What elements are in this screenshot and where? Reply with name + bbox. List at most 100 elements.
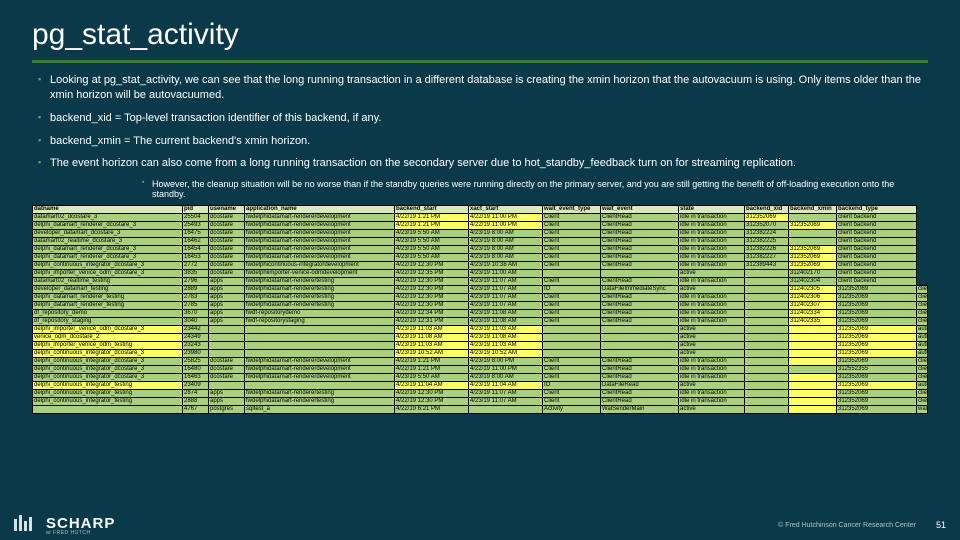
table-cell: 312402307	[789, 302, 837, 310]
table-cell: 16475	[183, 230, 209, 238]
column-header: wait_event	[601, 206, 679, 214]
table-cell: 25504	[183, 214, 209, 222]
table-cell: 312352069	[837, 398, 917, 406]
table-cell: 23243	[183, 342, 209, 350]
table-cell: idle in transaction	[679, 246, 745, 254]
data-table-container: datnamepidusenameapplication_namebackend…	[32, 205, 928, 414]
column-header: state	[679, 206, 745, 214]
table-cell: 16463	[183, 374, 209, 382]
table-cell: ClientRead	[601, 254, 679, 262]
table-cell: client backend	[837, 270, 917, 278]
table-cell: ClientRead	[601, 366, 679, 374]
table-cell: Client	[543, 358, 601, 366]
table-cell: active	[679, 382, 745, 390]
table-cell: 4/23/19 10:38 AM	[469, 262, 543, 270]
table-cell: idle in transaction	[679, 374, 745, 382]
table-cell: ClientRead	[601, 278, 679, 286]
table-cell: 4/23/19 8:00 AM	[469, 374, 543, 382]
table-cell	[789, 334, 837, 342]
table-cell: idle in transaction	[679, 222, 745, 230]
table-cell: client backend	[917, 318, 928, 326]
table-row: delphi_continuous_integrator_dcostare_31…	[33, 366, 928, 374]
pg-stat-activity-table: datnamepidusenameapplication_namebackend…	[32, 205, 928, 414]
bullet-item: Looking at pg_stat_activity, we can see …	[38, 73, 928, 103]
table-cell	[543, 350, 601, 358]
table-cell: WalSenderMain	[601, 406, 679, 414]
table-cell: ClientRead	[601, 358, 679, 366]
table-cell: client backend	[917, 294, 928, 302]
table-cell: apps	[209, 398, 245, 406]
table-cell	[745, 278, 789, 286]
table-cell: 312402335	[789, 318, 837, 326]
table-cell: autovacuum worker	[917, 334, 928, 342]
table-cell: autovacuum worker	[917, 342, 928, 350]
table-cell	[543, 270, 601, 278]
table-cell: active	[679, 286, 745, 294]
sub-bullet-list: However, the cleanup situation will be n…	[142, 179, 928, 199]
table-cell: 312352069	[837, 374, 917, 382]
table-cell: idle in transaction	[679, 302, 745, 310]
table-cell: delphi_importer_venice_odm_dcostare_3	[33, 270, 183, 278]
table-cell: df_repository_staging	[33, 318, 183, 326]
table-cell: 4/23/19 11:04 AM	[469, 382, 543, 390]
table-cell: Client	[543, 246, 601, 254]
table-cell	[745, 310, 789, 318]
table-cell: Client	[543, 310, 601, 318]
table-cell: 312382227	[745, 254, 789, 262]
table-cell: delphi_continuous_integrator_dcostare_3	[33, 350, 183, 358]
table-cell: delphi_importer_venice_odm_testing	[33, 342, 183, 350]
title-rule	[32, 60, 928, 63]
table-cell	[745, 358, 789, 366]
logo: SCHARP at FRED HUTCH	[14, 515, 115, 536]
table-cell: Activity	[543, 406, 601, 414]
table-cell: fwdelphidatamart-rendererdevelopment	[245, 222, 395, 230]
sub-bullet-item: However, the cleanup situation will be n…	[142, 179, 928, 199]
table-cell: 4/23/19 5:50 AM	[395, 254, 469, 262]
table-cell	[745, 406, 789, 414]
table-cell: dcostare	[209, 246, 245, 254]
table-row: delphi_continuous_integrator_dcostare_32…	[33, 350, 928, 358]
table-cell: fwdf-repositorydemo	[245, 310, 395, 318]
table-cell: Client	[543, 318, 601, 326]
table-cell: 4/23/19 11:04 AM	[395, 382, 469, 390]
table-cell	[245, 334, 395, 342]
table-cell: client backend	[837, 262, 917, 270]
table-cell: ClientRead	[601, 262, 679, 270]
column-header: xact_start	[469, 206, 543, 214]
table-cell: Client	[543, 214, 601, 222]
table-cell: autovacuum worker	[917, 350, 928, 358]
table-cell: 4/23/19 5:50 AM	[395, 246, 469, 254]
column-header: datname	[33, 206, 183, 214]
table-cell: ClientRead	[601, 246, 679, 254]
table-cell: 23980	[183, 350, 209, 358]
column-header: pid	[183, 206, 209, 214]
table-cell: 312352069	[837, 294, 917, 302]
table-cell: delphi_continuous_integrator_testing	[33, 390, 183, 398]
table-cell	[745, 382, 789, 390]
table-row: delphi_datamart_renderer_testing2783apps…	[33, 294, 928, 302]
table-cell: 4/23/19 11:08 AM	[469, 310, 543, 318]
table-cell: dcostare	[209, 366, 245, 374]
table-cell: apps	[209, 286, 245, 294]
table-cell	[745, 350, 789, 358]
table-cell	[745, 302, 789, 310]
table-cell	[745, 342, 789, 350]
table-cell: 312402306	[789, 294, 837, 302]
table-cell: dcostare	[209, 254, 245, 262]
table-cell: dcostare	[209, 214, 245, 222]
table-cell: apps	[209, 294, 245, 302]
table-cell: idle in transaction	[679, 262, 745, 270]
column-header: application_name	[245, 206, 395, 214]
column-header: backend_start	[395, 206, 469, 214]
table-cell	[245, 326, 395, 334]
table-cell	[789, 390, 837, 398]
table-cell: client backend	[917, 310, 928, 318]
table-cell: 2796	[183, 278, 209, 286]
table-cell: datamart02_realtime_dcostare_3	[33, 238, 183, 246]
table-cell: active	[679, 406, 745, 414]
table-cell: 25493	[183, 222, 209, 230]
table-cell: developer_datamart_dcostare_3	[33, 230, 183, 238]
table-cell: Client	[543, 238, 601, 246]
table-cell	[245, 350, 395, 358]
table-cell: idle in transaction	[679, 358, 745, 366]
